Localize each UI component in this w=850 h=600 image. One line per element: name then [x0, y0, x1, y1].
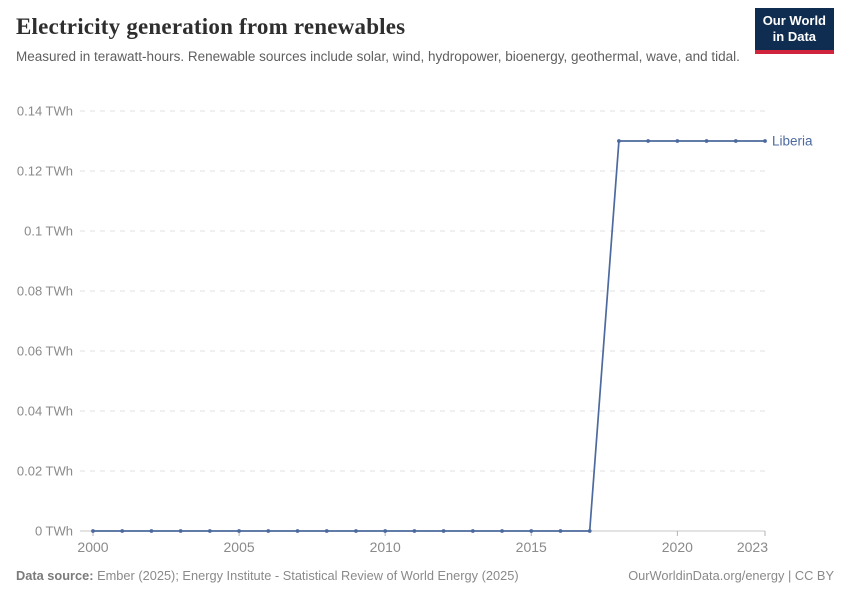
data-point[interactable]	[266, 529, 271, 533]
data-point[interactable]	[354, 529, 358, 533]
data-point[interactable]	[207, 529, 212, 533]
footer-link[interactable]: OurWorldinData.org/energy | CC BY	[628, 568, 834, 583]
data-point[interactable]	[617, 139, 621, 143]
data-point[interactable]	[237, 529, 241, 533]
data-point[interactable]	[178, 529, 183, 533]
data-point[interactable]	[149, 529, 154, 533]
data-point[interactable]	[324, 529, 329, 533]
x-axis-tick-label: 2005	[224, 539, 255, 555]
x-axis-tick-label: 2000	[77, 539, 108, 555]
data-point[interactable]	[704, 139, 709, 143]
chart-footer: Data source: Ember (2025); Energy Instit…	[16, 568, 834, 583]
series-end-label[interactable]: Liberia	[772, 134, 813, 149]
data-point[interactable]	[733, 139, 738, 143]
data-point[interactable]	[412, 529, 417, 533]
x-axis-tick-label: 2015	[516, 539, 547, 555]
y-axis-tick-label: 0.14 TWh	[17, 104, 73, 119]
data-point[interactable]	[646, 139, 651, 143]
data-point[interactable]	[91, 529, 95, 533]
y-axis-tick-label: 0.12 TWh	[17, 164, 73, 179]
data-point[interactable]	[529, 529, 534, 533]
data-point[interactable]	[120, 529, 125, 533]
y-axis-tick-label: 0.04 TWh	[17, 404, 73, 419]
data-source-text[interactable]: Ember (2025); Energy Institute - Statist…	[93, 568, 519, 583]
data-point[interactable]	[587, 529, 592, 533]
y-axis-tick-label: 0.02 TWh	[17, 464, 73, 479]
y-axis-tick-label: 0.1 TWh	[24, 224, 73, 239]
owid-logo-line1: Our World	[762, 13, 826, 28]
data-source-note: Data source: Ember (2025); Energy Instit…	[16, 568, 519, 583]
y-axis-tick-label: 0.08 TWh	[17, 284, 73, 299]
x-axis-tick-label: 2023	[737, 539, 768, 555]
x-axis-tick-label: 2020	[662, 539, 693, 555]
y-axis-tick-label: 0.06 TWh	[17, 344, 73, 359]
x-axis-tick-label: 2010	[370, 539, 401, 555]
owid-logo[interactable]: Our World in Data	[754, 8, 834, 54]
data-point[interactable]	[675, 139, 680, 143]
data-point[interactable]	[500, 529, 504, 533]
data-point[interactable]	[441, 529, 446, 533]
data-point[interactable]	[295, 529, 300, 533]
data-source-label: Data source:	[16, 568, 94, 583]
data-point[interactable]	[470, 529, 475, 533]
y-axis-tick-label: 0 TWh	[35, 524, 73, 539]
data-point[interactable]	[763, 139, 767, 143]
chart-title: Electricity generation from renewables	[16, 14, 406, 39]
chart-header: Electricity generation from renewables M…	[16, 14, 740, 66]
data-line[interactable]	[92, 140, 766, 532]
owid-logo-line2: in Data	[772, 29, 817, 45]
data-point[interactable]	[383, 529, 388, 533]
data-point[interactable]	[558, 529, 563, 533]
chart-subtitle: Measured in terawatt-hours. Renewable so…	[16, 49, 740, 64]
